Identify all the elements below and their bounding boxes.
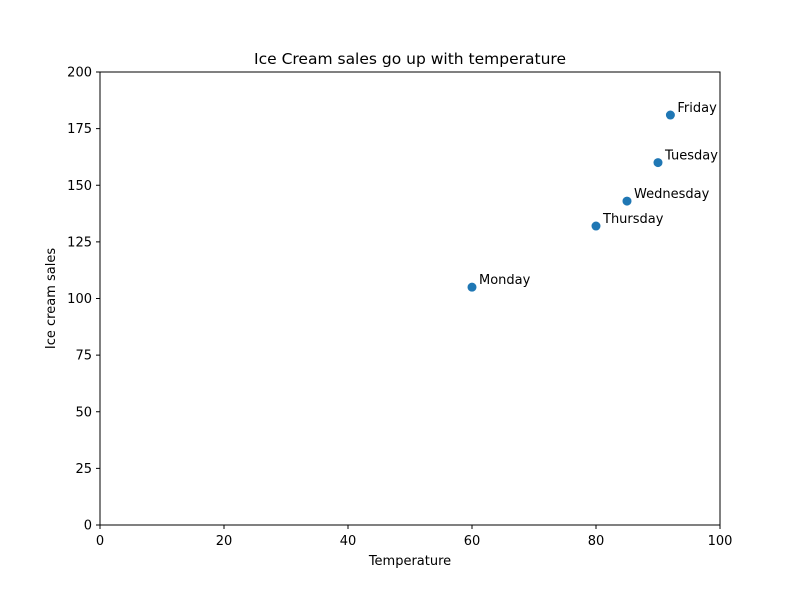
point-label-thursday: Thursday bbox=[602, 212, 664, 227]
y-tick-label: 75 bbox=[75, 349, 92, 364]
x-tick-label: 60 bbox=[464, 534, 481, 549]
y-tick-label: 100 bbox=[67, 292, 92, 307]
data-point-friday bbox=[665, 110, 675, 120]
data-points: Monday Tuesday Wednesday Thursday Friday bbox=[467, 101, 718, 292]
x-axis-title: Temperature bbox=[368, 554, 451, 569]
point-label-monday: Monday bbox=[479, 273, 531, 288]
y-tick-label: 125 bbox=[67, 235, 92, 250]
y-tick-label: 50 bbox=[75, 405, 92, 420]
data-point-thursday bbox=[591, 221, 601, 231]
y-tick-label: 175 bbox=[67, 122, 92, 137]
x-tick-label: 0 bbox=[96, 534, 104, 549]
plot-area-frame bbox=[99, 71, 721, 526]
chart-title: Ice Cream sales go up with temperature bbox=[254, 50, 566, 68]
y-tick-label: 25 bbox=[75, 462, 92, 477]
point-label-wednesday: Wednesday bbox=[634, 187, 710, 202]
y-tick-label: 0 bbox=[84, 519, 92, 534]
y-tick-label: 200 bbox=[67, 66, 92, 81]
x-tick-label: 80 bbox=[588, 534, 605, 549]
point-label-friday: Friday bbox=[677, 101, 717, 116]
x-tick-label: 20 bbox=[216, 534, 233, 549]
y-axis-title: Ice cream sales bbox=[44, 248, 59, 349]
point-label-tuesday: Tuesday bbox=[664, 149, 718, 164]
data-point-monday bbox=[467, 282, 477, 292]
x-axis-ticks: 0 20 40 60 80 100 bbox=[96, 525, 733, 549]
data-point-wednesday bbox=[622, 196, 632, 206]
data-point-tuesday bbox=[653, 158, 663, 168]
y-axis-ticks: 0 25 50 75 100 125 150 175 200 bbox=[67, 66, 100, 534]
x-tick-label: 40 bbox=[340, 534, 357, 549]
x-tick-label: 100 bbox=[708, 534, 733, 549]
y-tick-label: 150 bbox=[67, 179, 92, 194]
